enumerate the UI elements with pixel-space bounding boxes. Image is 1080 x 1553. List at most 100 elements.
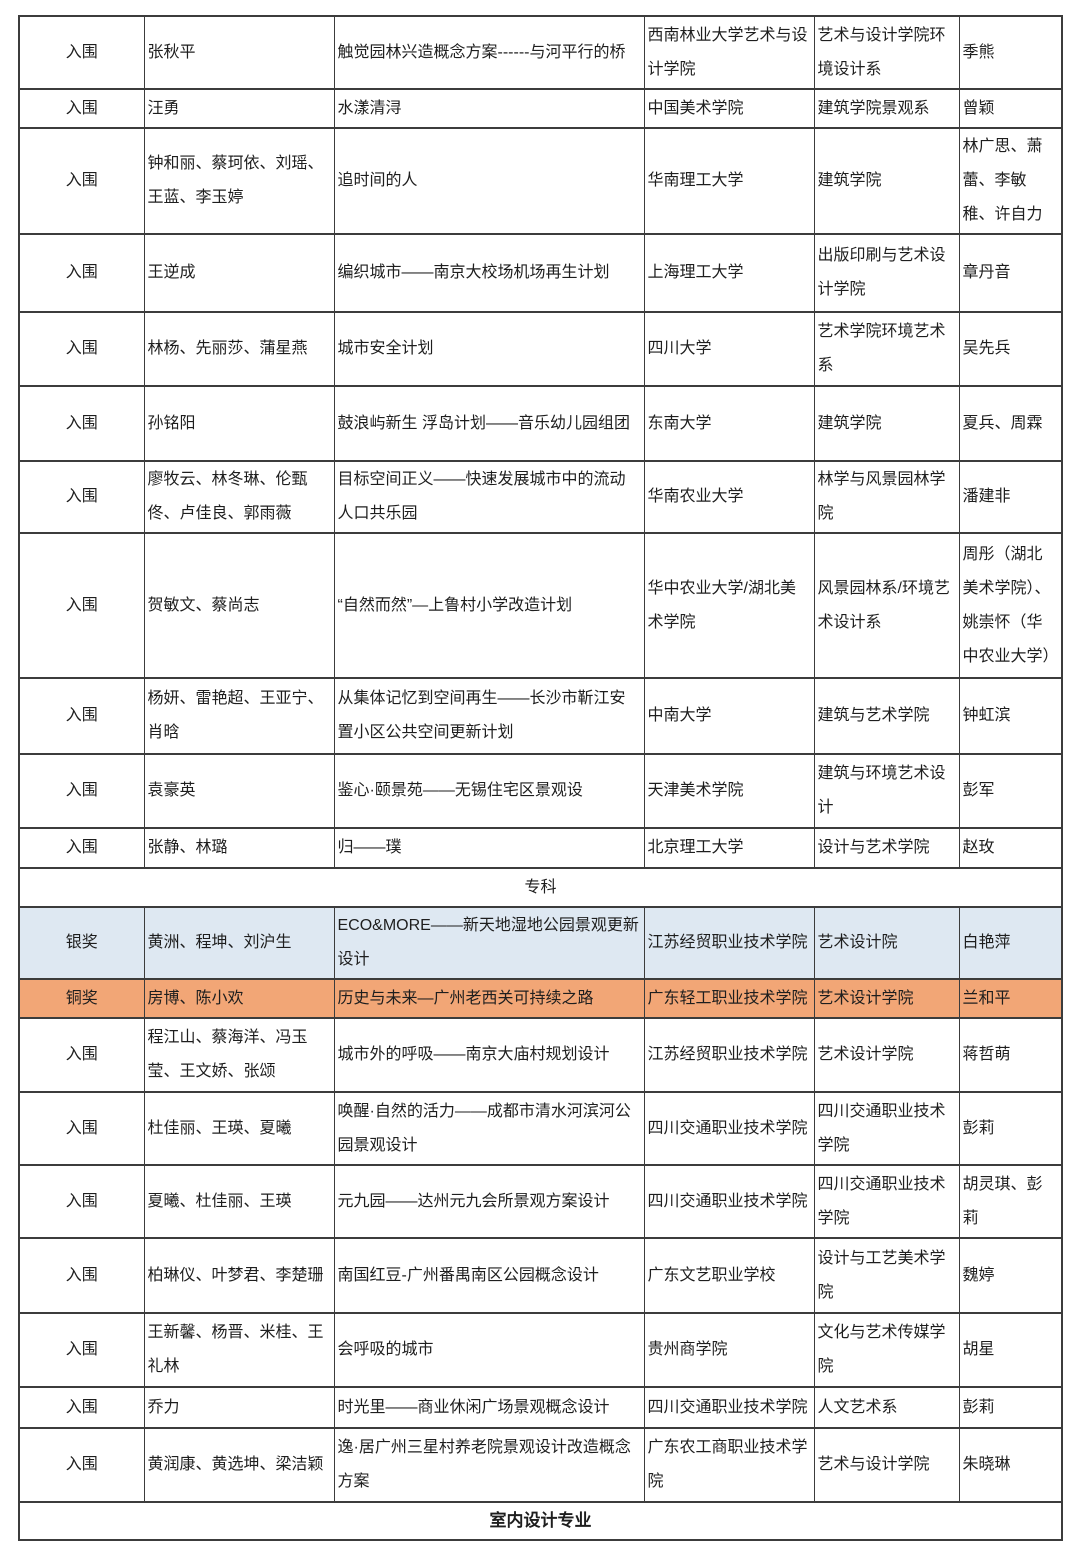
advisor-cell: 赵玫: [958, 827, 1063, 869]
advisor-cell: 胡灵琪、彭莉: [958, 1164, 1063, 1239]
table-row: 入围 程江山、蔡海洋、冯玉莹、王文娇、张颂 城市外的呼吸——南京大庙村规划设计 …: [18, 1017, 1063, 1093]
department-cell: 设计与艺术学院: [813, 827, 960, 869]
work-title-cell: “自然而然”—上鲁村小学改造计划: [333, 532, 645, 679]
authors-cell: 王新馨、杨晋、米桂、王礼林: [143, 1312, 335, 1388]
department-cell: 艺术与设计学院环境设计系: [813, 15, 960, 90]
department-cell: 四川交通职业技术学院: [813, 1164, 960, 1239]
table-row: 入围 王新馨、杨晋、米桂、王礼林 会呼吸的城市 贵州商学院 文化与艺术传媒学院 …: [18, 1312, 1063, 1388]
award-cell: 入围: [18, 385, 145, 462]
work-title-cell: 目标空间正义——快速发展城市中的流动人口共乐园: [333, 460, 645, 534]
department-cell: 出版印刷与艺术设计学院: [813, 233, 960, 313]
award-cell: 入围: [18, 1017, 145, 1093]
award-cell: 入围: [18, 1164, 145, 1239]
section-label: 专科: [18, 867, 1063, 908]
table-row: 入围 贺敏文、蔡尚志 “自然而然”—上鲁村小学改造计划 华中农业大学/湖北美术学…: [18, 532, 1063, 679]
table-row: 入围 杜佳丽、王瑛、夏曦 唤醒·自然的活力——成都市清水河滨河公园景观设计 四川…: [18, 1091, 1063, 1166]
authors-cell: 杜佳丽、王瑛、夏曦: [143, 1091, 335, 1166]
department-cell: 文化与艺术传媒学院: [813, 1312, 960, 1388]
department-cell: 建筑与艺术学院: [813, 677, 960, 755]
table-row: 入围 林杨、先丽莎、蒲星燕 城市安全计划 四川大学 艺术学院环境艺术系 吴先兵: [18, 311, 1063, 387]
department-cell: 建筑学院: [813, 127, 960, 235]
advisor-cell: 兰和平: [958, 978, 1063, 1019]
table-row: 入围 张静、林璐 归——璞 北京理工大学 设计与艺术学院 赵玫: [18, 827, 1063, 869]
table-row: 入围 乔力 时光里——商业休闲广场景观概念设计 四川交通职业技术学院 人文艺术系…: [18, 1386, 1063, 1429]
school-cell: 广东轻工职业技术学院: [643, 978, 815, 1019]
work-title-cell: 唤醒·自然的活力——成都市清水河滨河公园景观设计: [333, 1091, 645, 1166]
department-cell: 建筑学院: [813, 385, 960, 462]
table-row: 入围 柏琳仪、叶梦君、李楚珊 南国红豆-广州番禺南区公园概念设计 广东文艺职业学…: [18, 1237, 1063, 1314]
authors-cell: 房博、陈小欢: [143, 978, 335, 1019]
school-cell: 四川交通职业技术学院: [643, 1091, 815, 1166]
work-title-cell: 鼓浪屿新生 浮岛计划——音乐幼儿园组团: [333, 385, 645, 462]
table-row: 入围 汪勇 水漾清浔 中国美术学院 建筑学院景观系 曾颖: [18, 88, 1063, 129]
school-cell: 四川交通职业技术学院: [643, 1386, 815, 1429]
advisor-cell: 曾颖: [958, 88, 1063, 129]
authors-cell: 张静、林璐: [143, 827, 335, 869]
work-title-cell: 历史与未来—广州老西关可持续之路: [333, 978, 645, 1019]
award-cell: 入围: [18, 753, 145, 829]
authors-cell: 乔力: [143, 1386, 335, 1429]
award-cell: 入围: [18, 1237, 145, 1314]
table-row: 入围 夏曦、杜佳丽、王瑛 元九园——达州元九会所景观方案设计 四川交通职业技术学…: [18, 1164, 1063, 1239]
table-row: 入围 袁豪英 鉴心·颐景苑——无锡住宅区景观设 天津美术学院 建筑与环境艺术设计…: [18, 753, 1063, 829]
award-cell: 铜奖: [18, 978, 145, 1019]
advisor-cell: 魏婷: [958, 1237, 1063, 1314]
department-cell: 艺术设计学院: [813, 1017, 960, 1093]
advisor-cell: 季熊: [958, 15, 1063, 90]
award-cell: 入围: [18, 532, 145, 679]
award-cell: 入围: [18, 88, 145, 129]
work-title-cell: 追时间的人: [333, 127, 645, 235]
work-title-cell: 归——璞: [333, 827, 645, 869]
table-row: 入围 王逆成 编织城市——南京大校场机场再生计划 上海理工大学 出版印刷与艺术设…: [18, 233, 1063, 313]
department-cell: 艺术学院环境艺术系: [813, 311, 960, 387]
work-title-cell: 城市外的呼吸——南京大庙村规划设计: [333, 1017, 645, 1093]
department-cell: 林学与风景园林学院: [813, 460, 960, 534]
work-title-cell: 会呼吸的城市: [333, 1312, 645, 1388]
awards-table: 入围 张秋平 触觉园林兴造概念方案------与河平行的桥 西南林业大学艺术与设…: [18, 15, 1063, 1541]
award-cell: 入围: [18, 233, 145, 313]
authors-cell: 黄洲、程坤、刘沪生: [143, 906, 335, 980]
table-row: 入围 钟和丽、蔡珂依、刘瑶、王蓝、李玉婷 追时间的人 华南理工大学 建筑学院 林…: [18, 127, 1063, 235]
award-cell: 入围: [18, 1091, 145, 1166]
department-cell: 人文艺术系: [813, 1386, 960, 1429]
advisor-cell: 周彤（湖北美术学院）、姚崇怀（华中农业大学）: [958, 532, 1063, 679]
table-row-bronze: 铜奖 房博、陈小欢 历史与未来—广州老西关可持续之路 广东轻工职业技术学院 艺术…: [18, 978, 1063, 1019]
authors-cell: 孙铭阳: [143, 385, 335, 462]
authors-cell: 林杨、先丽莎、蒲星燕: [143, 311, 335, 387]
authors-cell: 黄润康、黄选坤、梁洁颖: [143, 1427, 335, 1503]
table-row: 入围 廖牧云、林冬琳、伦甄佟、卢佳良、郭雨薇 目标空间正义——快速发展城市中的流…: [18, 460, 1063, 534]
work-title-cell: 南国红豆-广州番禺南区公园概念设计: [333, 1237, 645, 1314]
award-cell: 银奖: [18, 906, 145, 980]
authors-cell: 钟和丽、蔡珂依、刘瑶、王蓝、李玉婷: [143, 127, 335, 235]
authors-cell: 贺敏文、蔡尚志: [143, 532, 335, 679]
table-row-silver: 银奖 黄洲、程坤、刘沪生 ECO&MORE——新天地湿地公园景观更新设计 江苏经…: [18, 906, 1063, 980]
school-cell: 华南理工大学: [643, 127, 815, 235]
school-cell: 江苏经贸职业技术学院: [643, 906, 815, 980]
advisor-cell: 胡星: [958, 1312, 1063, 1388]
work-title-cell: 触觉园林兴造概念方案------与河平行的桥: [333, 15, 645, 90]
school-cell: 贵州商学院: [643, 1312, 815, 1388]
award-cell: 入围: [18, 15, 145, 90]
department-cell: 艺术设计院: [813, 906, 960, 980]
school-cell: 广东文艺职业学校: [643, 1237, 815, 1314]
award-cell: 入围: [18, 460, 145, 534]
advisor-cell: 彭莉: [958, 1091, 1063, 1166]
section-row-zhuanke: 专科: [18, 867, 1063, 908]
school-cell: 华南农业大学: [643, 460, 815, 534]
authors-cell: 张秋平: [143, 15, 335, 90]
advisor-cell: 朱晓琳: [958, 1427, 1063, 1503]
work-title-cell: 逸·居广州三星村养老院景观设计改造概念方案: [333, 1427, 645, 1503]
work-title-cell: 水漾清浔: [333, 88, 645, 129]
authors-cell: 杨妍、雷艳超、王亚宁、肖晗: [143, 677, 335, 755]
advisor-cell: 潘建非: [958, 460, 1063, 534]
work-title-cell: 鉴心·颐景苑——无锡住宅区景观设: [333, 753, 645, 829]
work-title-cell: 时光里——商业休闲广场景观概念设计: [333, 1386, 645, 1429]
department-cell: 四川交通职业技术学院: [813, 1091, 960, 1166]
advisor-cell: 章丹音: [958, 233, 1063, 313]
authors-cell: 袁豪英: [143, 753, 335, 829]
table-row: 入围 张秋平 触觉园林兴造概念方案------与河平行的桥 西南林业大学艺术与设…: [18, 15, 1063, 90]
school-cell: 中国美术学院: [643, 88, 815, 129]
school-cell: 广东农工商职业技术学院: [643, 1427, 815, 1503]
table-row: 入围 孙铭阳 鼓浪屿新生 浮岛计划——音乐幼儿园组团 东南大学 建筑学院 夏兵、…: [18, 385, 1063, 462]
section-label: 室内设计专业: [18, 1501, 1063, 1541]
